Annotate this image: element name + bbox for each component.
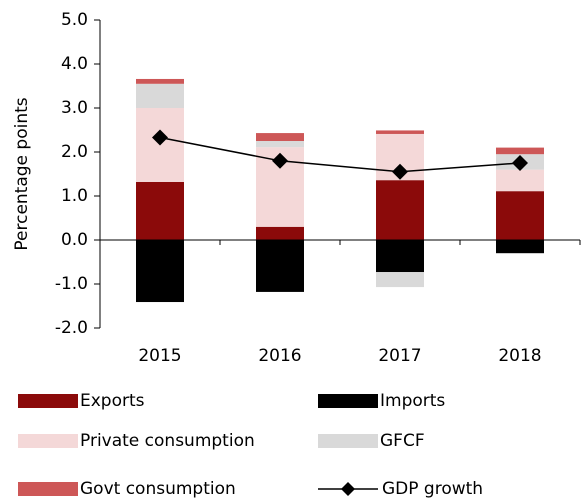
y-tick-label: 2.0 — [61, 142, 88, 162]
bar-segment — [496, 169, 544, 192]
bar-segment — [136, 83, 184, 108]
bar-segment — [256, 141, 304, 148]
legend-swatch — [18, 434, 78, 448]
bar-segment — [136, 240, 184, 303]
gdp-marker — [512, 155, 528, 171]
y-tick-label: 5.0 — [61, 10, 88, 30]
bar-segment — [376, 272, 424, 288]
gdp-marker — [152, 129, 168, 146]
y-tick-label: -1.0 — [55, 274, 88, 294]
bar-segment — [376, 130, 424, 134]
bar-segment — [376, 180, 424, 240]
legend-label: GDP growth — [382, 479, 483, 499]
bar-segment — [496, 147, 544, 155]
y-tick-label: 3.0 — [61, 98, 88, 118]
y-tick-label: -2.0 — [55, 318, 88, 338]
bar-segment — [256, 133, 304, 141]
y-tick-label: 0.0 — [61, 230, 88, 250]
bar-segment — [496, 191, 544, 240]
legend-label: Imports — [380, 391, 445, 411]
legend-label: Govt consumption — [80, 479, 236, 499]
bar-segment — [256, 240, 304, 292]
bar-segment — [136, 78, 184, 84]
legend-label: Private consumption — [80, 431, 255, 451]
legend-swatch — [18, 394, 78, 408]
legend-swatch — [318, 434, 378, 448]
bar-segment — [496, 240, 544, 254]
legend-label: GFCF — [380, 431, 425, 451]
bar-segment — [256, 226, 304, 240]
legend-swatch — [18, 482, 78, 496]
gdp-marker — [392, 163, 408, 180]
x-tick-label: 2018 — [498, 346, 541, 366]
bar-segment — [136, 181, 184, 240]
legend-label: Exports — [80, 391, 145, 411]
legend-marker — [341, 482, 355, 496]
y-tick-label: 4.0 — [61, 54, 88, 74]
x-tick-label: 2017 — [378, 346, 421, 366]
y-axis-label: Percentage points — [12, 97, 32, 250]
x-tick-label: 2016 — [258, 346, 301, 366]
gdp-marker — [272, 152, 288, 169]
legend-swatch — [318, 394, 378, 408]
gdp-line — [159, 136, 521, 173]
y-tick-label: 1.0 — [61, 186, 88, 206]
x-tick-label: 2015 — [138, 346, 181, 366]
bar-segment — [376, 240, 424, 273]
